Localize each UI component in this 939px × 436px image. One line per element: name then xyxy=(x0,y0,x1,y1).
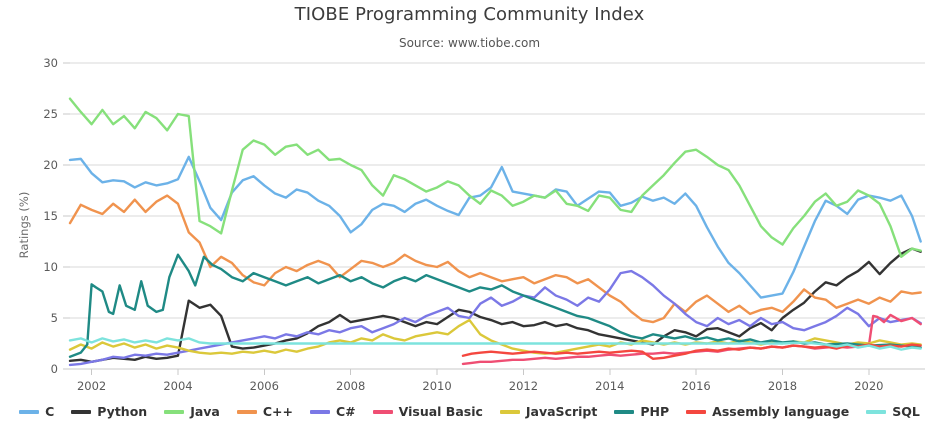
y-axis-tick-label: 20 xyxy=(43,158,58,172)
y-axis-tick-label: 0 xyxy=(51,362,58,376)
x-axis-tick-label: 2002 xyxy=(77,379,106,393)
legend-item-label: Java xyxy=(190,404,220,419)
x-axis-tick-labels: 2002 2004 2006 2008 2010 2012 2014 2016 2018 2020 xyxy=(77,369,884,393)
legend-swatch-icon xyxy=(236,409,257,414)
legend-swatch-icon xyxy=(614,409,635,414)
y-axis-label-group: Ratings (%) xyxy=(17,192,31,259)
y-axis-tick-label: 30 xyxy=(43,56,58,70)
legend-swatch-icon xyxy=(372,409,393,414)
series-line-java xyxy=(68,97,922,258)
chart-subtitle: Source: www.tiobe.com xyxy=(398,36,541,50)
series-line-php xyxy=(68,253,922,358)
legend-item-label: Visual Basic xyxy=(398,404,483,419)
x-axis-tick-label: 2010 xyxy=(422,379,451,393)
legend-item[interactable]: Visual Basic xyxy=(372,404,483,419)
x-axis-tick-label: 2014 xyxy=(595,379,624,393)
legend-swatch-icon xyxy=(71,409,92,414)
legend-swatch-icon xyxy=(309,409,330,414)
legend-swatch-icon xyxy=(686,409,707,414)
x-axis-tick-label: 2006 xyxy=(250,379,279,393)
legend-item-label: C xyxy=(45,404,55,419)
legend-swatch-icon xyxy=(19,409,40,414)
legend-item[interactable]: Assembly language xyxy=(686,404,849,419)
legend-item-label: Assembly language xyxy=(712,404,850,419)
legend-swatch-icon xyxy=(164,409,185,414)
y-axis-tick-label: 5 xyxy=(51,311,58,325)
x-axis-tick-label: 2016 xyxy=(681,379,710,393)
legend-swatch-icon xyxy=(866,409,887,414)
legend-item-label: SQL xyxy=(892,404,920,419)
series-line-c xyxy=(68,269,922,367)
series-line-python xyxy=(68,247,922,364)
legend-item[interactable]: Python xyxy=(71,404,147,419)
series-line-c xyxy=(68,155,922,299)
x-axis-tick-label: 2004 xyxy=(163,379,192,393)
data-series-group xyxy=(68,97,922,367)
legend-item[interactable]: C# xyxy=(309,404,356,419)
y-axis-tick-label: 10 xyxy=(43,260,58,274)
legend-item[interactable]: JavaScript xyxy=(499,404,598,419)
y-axis-tick-labels: 0 5 10 15 20 25 30 xyxy=(43,56,58,376)
legend-item[interactable]: C xyxy=(19,404,54,419)
legend-item[interactable]: C++ xyxy=(236,404,293,419)
legend-item[interactable]: PHP xyxy=(614,404,669,419)
series-line-c xyxy=(68,194,922,324)
legend-item-label: PHP xyxy=(640,404,670,419)
legend-item-label: Python xyxy=(97,404,148,419)
legend-item[interactable]: SQL xyxy=(866,404,920,419)
x-axis-tick-label: 2018 xyxy=(768,379,797,393)
legend-item[interactable]: Java xyxy=(164,404,220,419)
x-axis-tick-label: 2012 xyxy=(509,379,538,393)
legend-item-label: C++ xyxy=(262,404,293,419)
legend-item-label: C# xyxy=(335,404,356,419)
chart-legend: C Python Java C++ C# Visual Basic JavaScript PH… xyxy=(0,404,939,419)
legend-swatch-icon xyxy=(499,409,520,414)
y-axis-tick-label: 15 xyxy=(43,209,58,223)
page-title: TIOBE Programming Community Index xyxy=(294,4,645,25)
legend-item-label: JavaScript xyxy=(525,404,598,419)
y-axis-tick-label: 25 xyxy=(43,107,58,121)
x-axis-tick-label: 2020 xyxy=(854,379,883,393)
y-axis-label: Ratings (%) xyxy=(17,192,31,259)
x-axis-tick-label: 2008 xyxy=(336,379,365,393)
gridlines xyxy=(63,62,925,370)
series-line-sql xyxy=(68,337,922,351)
